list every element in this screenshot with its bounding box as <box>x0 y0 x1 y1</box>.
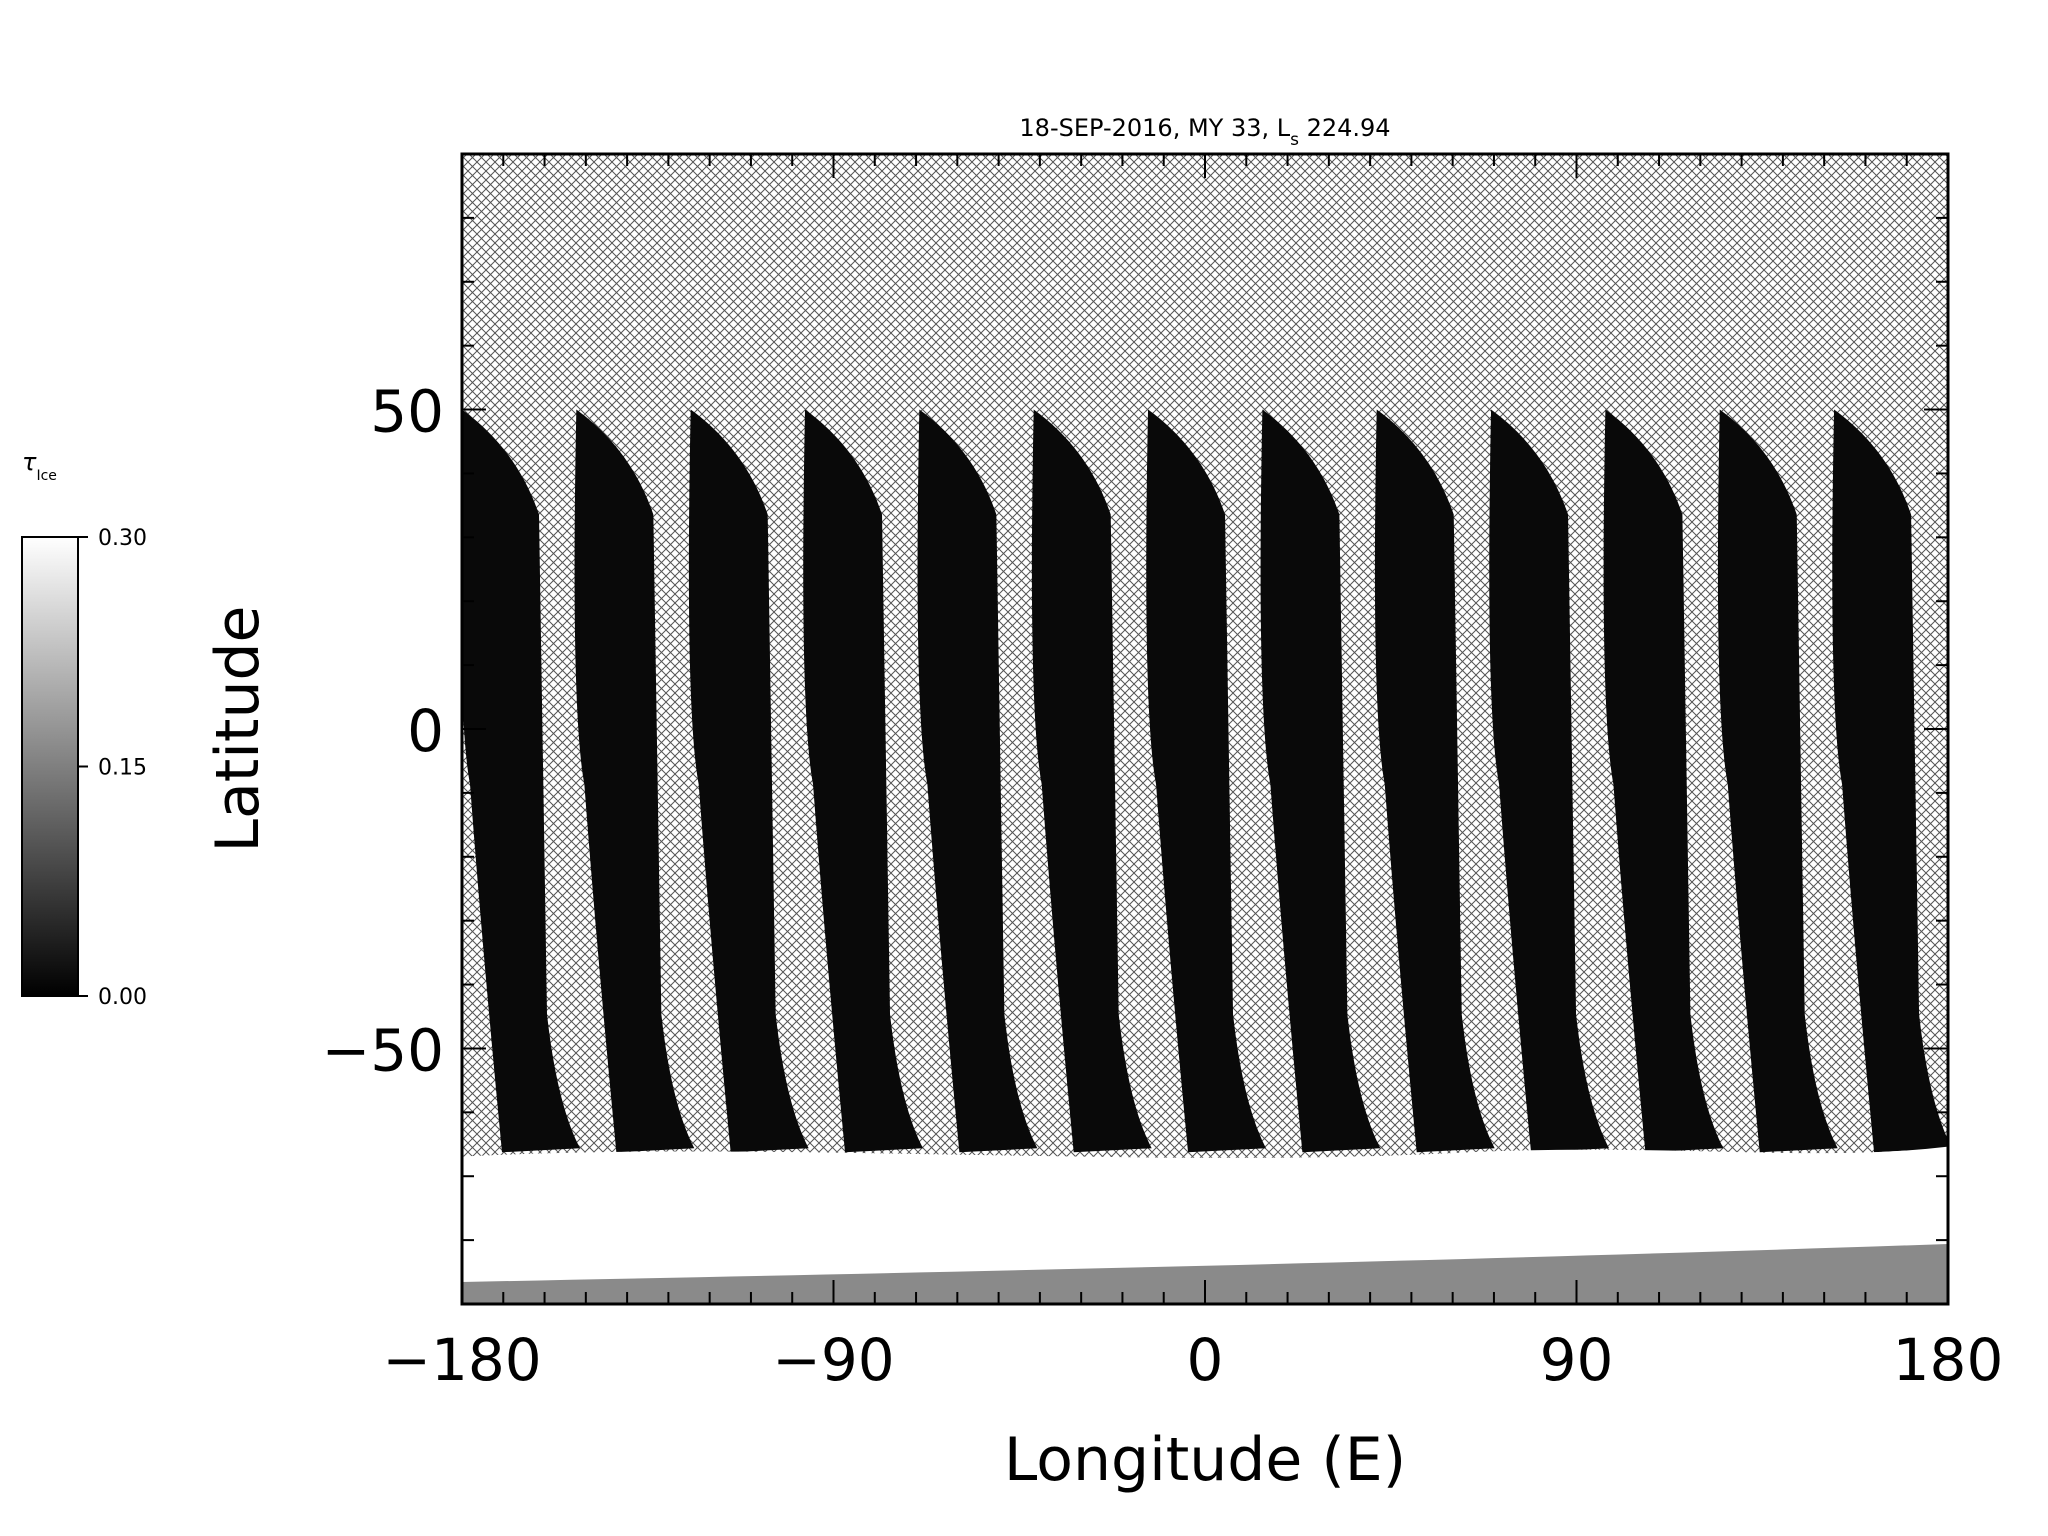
x-axis-label: Longitude (E) <box>1004 1425 1406 1495</box>
orbit-swath <box>1832 409 1948 1153</box>
colorbar-tick-label: 0.00 <box>98 985 147 1010</box>
orbit-swath <box>803 409 924 1153</box>
x-tick-label: 180 <box>1893 1326 2004 1394</box>
x-tick-label: 90 <box>1540 1326 1614 1394</box>
x-tick-label: 0 <box>1187 1326 1224 1394</box>
plot-area: −180 −90 0 90 180 −50 0 50 <box>322 152 2004 1394</box>
colorbar-tick-label: 0.30 <box>98 526 147 551</box>
orbit-swath <box>688 409 809 1153</box>
swath-layer <box>462 409 1948 1153</box>
orbit-swath <box>1260 409 1381 1153</box>
colorbar-gradient <box>21 536 79 997</box>
orbit-swath <box>1717 409 1838 1153</box>
x-tick-label: −90 <box>772 1326 894 1394</box>
axis-ticks: −180 −90 0 90 180 −50 0 50 <box>322 154 2004 1394</box>
colorbar-label: τIce <box>22 448 57 484</box>
orbit-swath <box>1489 409 1610 1153</box>
chart-title: 18-SEP-2016, MY 33, Ls 224.94 <box>1019 114 1390 150</box>
x-tick-label: −180 <box>382 1326 541 1394</box>
orbit-swath <box>574 409 695 1153</box>
y-axis-label: Latitude <box>203 606 273 853</box>
colorbar-ticks: 0.00 0.15 0.30 <box>78 526 147 1010</box>
y-tick-label: 50 <box>370 378 444 446</box>
orbit-swath <box>917 409 1038 1153</box>
y-tick-label: −50 <box>322 1016 444 1084</box>
colorbar: τIce 0.00 0.15 0.30 <box>21 448 147 1010</box>
orbit-swath <box>1374 409 1495 1153</box>
colorbar-tick-label: 0.15 <box>98 756 147 781</box>
orbit-swath <box>1603 409 1724 1153</box>
orbit-swath <box>1146 409 1267 1153</box>
orbit-swath <box>462 409 580 1153</box>
y-tick-label: 0 <box>407 697 444 765</box>
orbit-swath <box>1031 409 1152 1153</box>
